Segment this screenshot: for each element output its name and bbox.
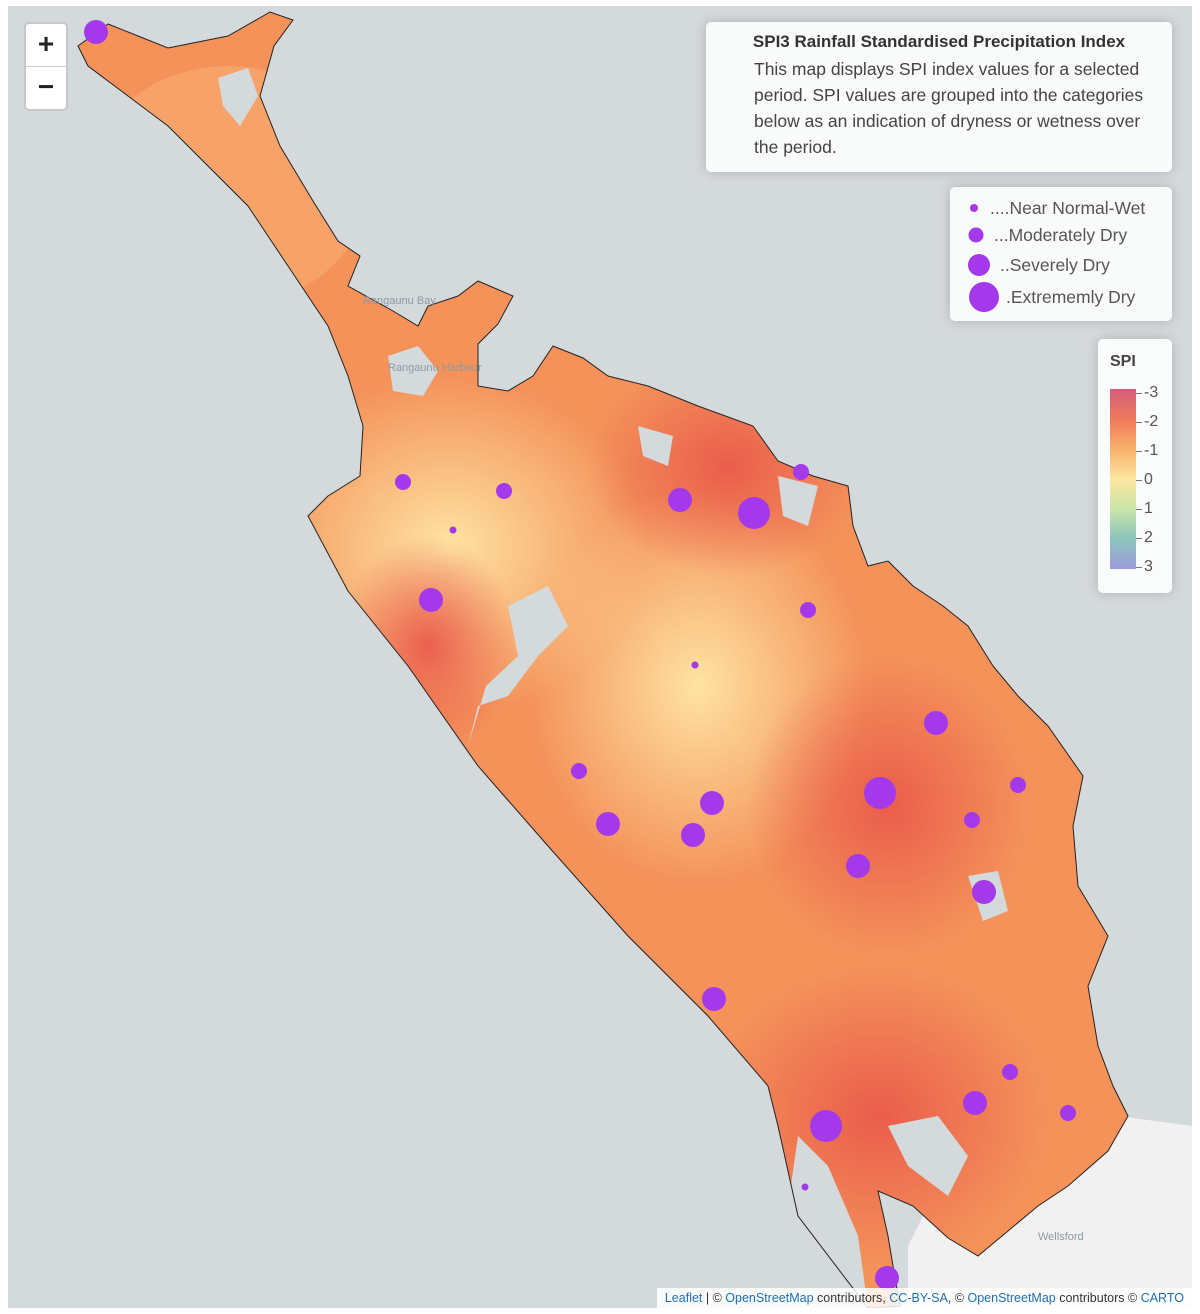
station-marker[interactable]	[924, 711, 948, 735]
station-marker[interactable]	[681, 823, 705, 847]
station-marker[interactable]	[738, 497, 770, 529]
spi-scale-title: SPI	[1110, 353, 1136, 370]
station-marker[interactable]	[496, 483, 512, 499]
spi-gradient-bar	[1110, 389, 1136, 569]
legend-item: ....Near Normal-Wet	[950, 193, 1172, 223]
station-marker[interactable]	[702, 987, 726, 1011]
station-marker[interactable]	[875, 1266, 899, 1290]
station-marker[interactable]	[864, 777, 896, 809]
station-marker[interactable]	[800, 602, 816, 618]
station-marker[interactable]	[691, 661, 699, 669]
station-marker[interactable]	[1060, 1105, 1076, 1121]
legend-label: ...Moderately Dry	[994, 225, 1128, 245]
station-marker[interactable]	[963, 1091, 987, 1115]
place-label: Rangaunu Harbour	[388, 362, 482, 374]
station-marker[interactable]	[793, 464, 809, 480]
map-canvas[interactable]: Rangaunu Bay Rangaunu Harbour Wellsford	[8, 6, 1192, 1308]
legend-label: ..Severely Dry	[1000, 255, 1110, 275]
spi-tick-label: 2	[1144, 529, 1153, 546]
station-marker[interactable]	[964, 812, 980, 828]
legend-item: .Extrememly Dry	[950, 282, 1172, 312]
spi-tick-label: -1	[1144, 442, 1159, 459]
station-marker[interactable]	[801, 1183, 809, 1191]
station-marker[interactable]	[1010, 777, 1026, 793]
carto-link[interactable]: CARTO	[1140, 1291, 1184, 1305]
zoom-out-button[interactable]: −	[26, 66, 66, 109]
info-title: SPI3 Rainfall Standardised Precipitation…	[752, 32, 1126, 51]
map-container[interactable]: Rangaunu Bay Rangaunu Harbour Wellsford	[8, 6, 1192, 1308]
spi-tick-label: 1	[1144, 500, 1153, 517]
info-description: This map displays SPI index values for a…	[754, 59, 1144, 157]
legend-marker-icon	[968, 254, 990, 276]
station-marker[interactable]	[700, 791, 724, 815]
spi-tick-label: 3	[1144, 558, 1153, 575]
station-marker[interactable]	[596, 812, 620, 836]
station-marker[interactable]	[395, 474, 411, 490]
zoom-control: + −	[24, 22, 68, 111]
spi-tick-label: -2	[1144, 413, 1159, 430]
station-marker[interactable]	[846, 854, 870, 878]
station-marker[interactable]	[571, 763, 587, 779]
legend-label: ....Near Normal-Wet	[990, 198, 1146, 218]
attribution-text: contributors,	[813, 1291, 890, 1305]
legend-marker-icon	[968, 227, 984, 243]
station-marker[interactable]	[972, 880, 996, 904]
legend-marker-icon	[970, 204, 978, 212]
cc-by-sa-link[interactable]: CC-BY-SA	[889, 1291, 948, 1305]
place-label: Wellsford	[1038, 1231, 1084, 1243]
info-panel: SPI3 Rainfall Standardised Precipitation…	[706, 22, 1172, 172]
station-marker[interactable]	[449, 526, 457, 534]
legend-marker-icon	[969, 282, 999, 312]
legend-item: ..Severely Dry	[950, 250, 1172, 280]
station-marker[interactable]	[419, 588, 443, 612]
station-marker[interactable]	[668, 488, 692, 512]
osm-link[interactable]: OpenStreetMap	[725, 1291, 814, 1305]
spi-tick-label: -3	[1144, 384, 1159, 401]
zoom-in-button[interactable]: +	[37, 28, 55, 59]
spi-tick-label: 0	[1144, 471, 1153, 488]
attribution-text: , ©	[947, 1291, 968, 1305]
map-attribution: Leaflet | © OpenStreetMap contributors, …	[656, 1288, 1192, 1308]
attribution-text: | ©	[702, 1291, 726, 1305]
station-marker[interactable]	[84, 20, 108, 44]
leaflet-link[interactable]: Leaflet	[664, 1291, 703, 1305]
station-marker[interactable]	[810, 1110, 842, 1142]
place-label: Rangaunu Bay	[363, 295, 436, 307]
legend-label: .Extrememly Dry	[1006, 287, 1136, 307]
station-marker[interactable]	[1002, 1064, 1018, 1080]
attribution-text: contributors ©	[1055, 1291, 1141, 1305]
legend-item: ...Moderately Dry	[950, 220, 1172, 250]
category-legend: ....Near Normal-Wet ...Moderately Dry ..…	[950, 187, 1172, 321]
osm-link[interactable]: OpenStreetMap	[967, 1291, 1056, 1305]
spi-color-scale: SPI -3 -2 -1 0 1 2 3	[1098, 339, 1172, 593]
